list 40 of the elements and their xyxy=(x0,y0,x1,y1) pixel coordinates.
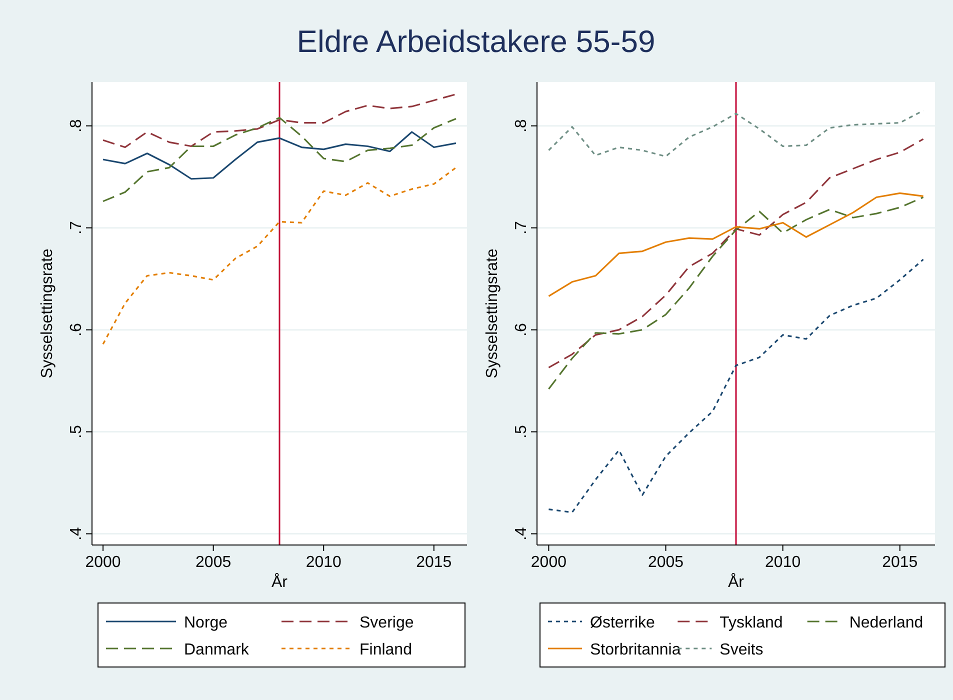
y-tick-label: .5 xyxy=(68,425,85,438)
y-tick-label: .5 xyxy=(513,425,530,438)
line-series xyxy=(102,116,457,202)
legend-label: Storbritannia xyxy=(590,642,681,658)
line-series xyxy=(102,166,457,345)
y-axis-title: Sysselsettingsrate xyxy=(39,248,56,378)
x-tick-label: 2005 xyxy=(648,554,684,571)
x-tick-label: 2010 xyxy=(765,554,801,571)
y-tick-label: .8 xyxy=(68,119,85,133)
x-tick-label: 2000 xyxy=(530,554,567,571)
line-series xyxy=(102,131,457,180)
line-series xyxy=(548,138,924,368)
x-tick-label: 2015 xyxy=(416,554,452,571)
y-tick-label: .4 xyxy=(68,527,85,540)
legend-label: Østerrike xyxy=(590,614,655,632)
x-axis-title: År xyxy=(272,573,288,591)
line-series xyxy=(548,258,924,514)
legend-label: Sverige xyxy=(360,614,414,632)
y-tick-label: .7 xyxy=(68,221,85,235)
x-tick-label: 2010 xyxy=(306,554,342,571)
line-series xyxy=(102,93,457,148)
y-tick-label: .6 xyxy=(68,323,85,336)
line-series xyxy=(548,192,924,297)
chart-title: Eldre Arbeidstakere 55-59 xyxy=(296,24,656,59)
legend-label: Tyskland xyxy=(720,614,783,632)
x-axis-title: År xyxy=(728,573,745,591)
x-tick-label: 2015 xyxy=(882,554,918,571)
legend-label: Finland xyxy=(360,642,412,658)
y-tick-label: .8 xyxy=(513,119,530,133)
legend-label: Norge xyxy=(184,614,228,632)
y-tick-label: .7 xyxy=(513,221,530,235)
line-series xyxy=(548,196,924,390)
legend-label: Sveits xyxy=(720,642,764,658)
x-tick-label: 2005 xyxy=(196,554,232,571)
y-tick-label: .4 xyxy=(513,527,530,540)
legend-label: Nederland xyxy=(849,614,924,632)
y-tick-label: .6 xyxy=(513,323,530,336)
x-tick-label: 2000 xyxy=(85,554,121,571)
legend-label: Danmark xyxy=(184,642,250,658)
y-axis-title: Sysselsettingsrate xyxy=(484,248,501,378)
